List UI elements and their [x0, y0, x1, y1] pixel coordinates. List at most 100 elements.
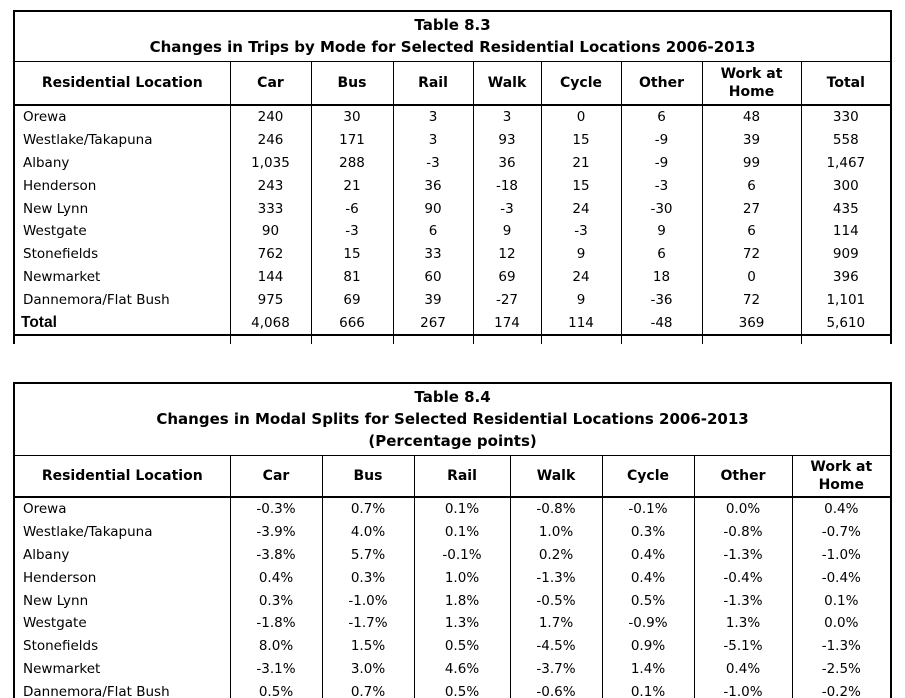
table-row: Westgate 90 -3 6 9 -3 9 6 114	[13, 219, 893, 243]
cell-value: -30	[621, 197, 703, 220]
cell-value: 0.5%	[230, 680, 323, 698]
table-row: Westlake/Takapuna 246 171 3 93 15 -9 39 558	[13, 128, 893, 152]
table-row: Dannemora/Flat Bush 0.5% 0.7% 0.5% -0.6% 0.1%…	[13, 680, 893, 698]
table-row: Newmarket -3.1% 3.0% 4.6% -3.7% 1.4% 0.4% -2.5%	[13, 657, 893, 681]
cell-value: 0.4%	[230, 566, 323, 590]
cell-value: 171	[311, 128, 394, 152]
cell-value: -9	[621, 151, 703, 175]
column-header-other: Other	[621, 61, 703, 106]
row-label: Henderson	[13, 566, 231, 590]
cell-value: 0.5%	[414, 634, 511, 658]
cell-value: 0.1%	[414, 520, 511, 544]
cell-value: 333	[230, 197, 312, 220]
row-label: New Lynn	[13, 589, 231, 612]
cell-value: 0.3%	[230, 589, 323, 612]
cell-value: -1.0%	[792, 543, 893, 567]
cell-value: 27	[702, 197, 802, 220]
cell-value: 39	[702, 128, 802, 152]
cell-value: 0.0%	[792, 611, 893, 635]
cell-value: 0.0%	[694, 496, 793, 521]
cell-value: 0.4%	[602, 566, 695, 590]
cell-value: -3.9%	[230, 520, 323, 544]
cell-value: 81	[311, 265, 394, 289]
cell-value: -1.3%	[694, 543, 793, 567]
cell-value: 5,610	[801, 311, 893, 336]
table-row: Total 4,068 666 267 174 114 -48 369 5,610	[13, 311, 893, 336]
cell-value: 6	[702, 219, 802, 243]
cell-value: 60	[393, 265, 474, 289]
cell-value: 1.5%	[322, 634, 415, 658]
column-header-work-at-home: Work at Home	[702, 61, 802, 106]
cell-value: 0	[702, 265, 802, 289]
table-row: New Lynn 0.3% -1.0% 1.8% -0.5% 0.5% -1.3% 0.1%	[13, 589, 893, 612]
cell-value: 3	[473, 105, 542, 129]
table-8-4-title: Table 8.4	[414, 387, 491, 406]
cell-value: 9	[541, 242, 622, 266]
cell-value: -6	[311, 197, 394, 220]
row-label: Henderson	[13, 174, 231, 198]
cell-value: 0.4%	[602, 543, 695, 567]
column-header-other: Other	[694, 455, 793, 498]
cell-value: 396	[801, 265, 893, 289]
cell-value: -1.0%	[322, 589, 415, 612]
cell-value: 48	[702, 105, 802, 129]
cell-value: 1.0%	[510, 520, 603, 544]
cell-value: 114	[801, 219, 893, 243]
column-header-total: Total	[801, 61, 893, 106]
cell-value: 0.1%	[792, 589, 893, 612]
cell-value: -1.3%	[694, 589, 793, 612]
cell-value: 24	[541, 197, 622, 220]
cell-value: 330	[801, 105, 893, 129]
cell-value: 1.8%	[414, 589, 511, 612]
cell-value: 69	[473, 265, 542, 289]
table-row: Westlake/Takapuna -3.9% 4.0% 0.1% 1.0% 0.3% -0…	[13, 520, 893, 544]
row-label: Total	[13, 311, 231, 336]
cell-value: -0.2%	[792, 680, 893, 698]
cell-value: 1.7%	[510, 611, 603, 635]
row-label: Albany	[13, 543, 231, 567]
cell-value: 666	[311, 311, 394, 336]
table-row: Albany -3.8% 5.7% -0.1% 0.2% 0.4% -1.3% -1.0%	[13, 543, 893, 567]
cell-value: 0.2%	[510, 543, 603, 567]
column-header-work-at-home: Work at Home	[792, 455, 893, 498]
cell-value: 0	[541, 105, 622, 129]
cell-value: -0.1%	[602, 496, 695, 521]
cell-value: -1.7%	[322, 611, 415, 635]
cell-value: -3.8%	[230, 543, 323, 567]
cell-value: 24	[541, 265, 622, 289]
cell-value: -0.8%	[694, 520, 793, 544]
cell-value: 90	[230, 219, 312, 243]
table-8-3-title: Table 8.3	[414, 16, 491, 34]
cell-value: -3	[473, 197, 542, 220]
cell-value: 975	[230, 288, 312, 312]
column-header-walk: Walk	[510, 455, 603, 498]
row-label: Newmarket	[13, 265, 231, 289]
row-label: Westgate	[13, 219, 231, 243]
row-label: Dannemora/Flat Bush	[13, 288, 231, 312]
cell-value: 9	[621, 219, 703, 243]
row-label: Stonefields	[13, 634, 231, 658]
cell-value: -1.0%	[694, 680, 793, 698]
table-8-3-header-row: Residential Location Car Bus Rail Walk C…	[13, 61, 893, 106]
cell-value: 30	[311, 105, 394, 129]
table-row: New Lynn 333 -6 90 -3 24 -30 27 435	[13, 197, 893, 220]
cell-value: 4.6%	[414, 657, 511, 681]
cell-value: 4.0%	[322, 520, 415, 544]
column-header-rail: Rail	[393, 61, 474, 106]
row-label: Westlake/Takapuna	[13, 128, 231, 152]
column-header-residential-location: Residential Location	[13, 61, 231, 106]
row-label: Orewa	[13, 496, 231, 521]
table-row: Henderson 0.4% 0.3% 1.0% -1.3% 0.4% -0.4% -0.4%	[13, 566, 893, 590]
cell-value: 6	[621, 105, 703, 129]
cell-value: 0.4%	[792, 496, 893, 521]
table-row: Orewa -0.3% 0.7% 0.1% -0.8% -0.1% 0.0% 0.4%	[13, 496, 893, 521]
cell-value: -2.5%	[792, 657, 893, 681]
cell-value: 0.7%	[322, 496, 415, 521]
cell-value: 36	[473, 151, 542, 175]
table-8-4-subtitle2: (Percentage points)	[368, 431, 537, 450]
table-row: Newmarket 144 81 60 69 24 18 0 396	[13, 265, 893, 289]
cell-value: 762	[230, 242, 312, 266]
table-8-4-title-row: Table 8.4 Changes in Modal Splits for Se…	[12, 381, 893, 456]
cell-value: 1.0%	[414, 566, 511, 590]
cell-value: 558	[801, 128, 893, 152]
